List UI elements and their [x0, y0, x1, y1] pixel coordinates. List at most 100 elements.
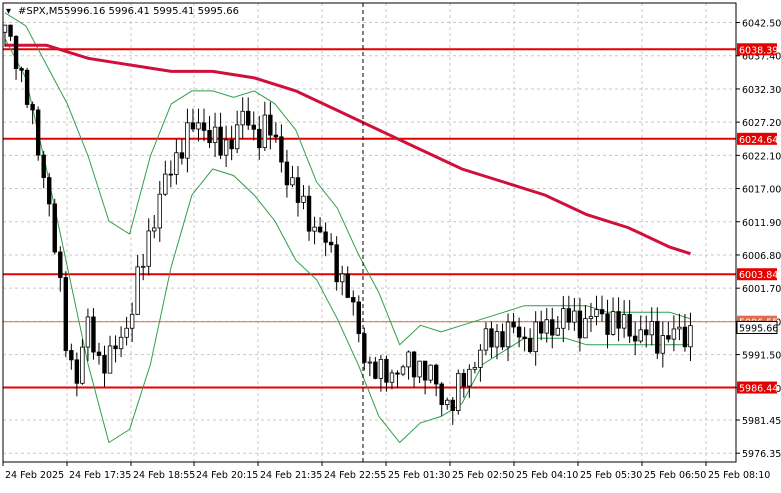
time-tick-label: 25 Feb 05:30	[580, 470, 642, 481]
level-tag-label: 6003.84	[739, 270, 778, 281]
candle-body	[107, 345, 113, 374]
price-tick-label: 5991.50	[742, 351, 781, 362]
candle-body	[306, 195, 312, 232]
chart-header: ▾ #SPX,M5 5996.16 5996.41 5995.41 5995.6…	[6, 6, 239, 17]
candle-body	[301, 195, 306, 203]
candle-body	[433, 364, 439, 385]
candles	[2, 24, 693, 425]
candle-body	[428, 364, 433, 381]
price-tick-label: 6027.20	[742, 118, 781, 129]
candle-body	[63, 277, 69, 351]
candle-body	[234, 124, 240, 150]
candle-body	[91, 316, 96, 353]
candle-body	[378, 358, 384, 379]
candle-body	[85, 316, 91, 348]
candle-body	[2, 24, 8, 33]
plot-frame	[2, 2, 737, 463]
candle-body	[218, 126, 223, 156]
candle-body	[190, 122, 196, 130]
candle-body	[649, 321, 654, 336]
candle-body	[516, 326, 522, 338]
candle-body	[367, 361, 373, 364]
candle-body	[196, 122, 201, 130]
candle-body	[135, 266, 140, 315]
candle-body	[660, 335, 666, 354]
candle-body	[273, 134, 279, 138]
candle-body	[251, 124, 256, 130]
price-labels: 6038.396024.646003.845986.445996.555995.…	[736, 43, 778, 395]
candle-body	[47, 177, 52, 205]
candle-body	[223, 139, 229, 156]
candle-body	[129, 313, 135, 329]
candle-body	[566, 308, 572, 323]
candle-body	[140, 265, 146, 268]
candle-body	[229, 139, 234, 150]
candle-body	[610, 311, 616, 335]
current-price-label: 5995.66	[739, 323, 778, 334]
time-tick-label: 25 Feb 08:10	[708, 470, 770, 481]
candle-body	[168, 173, 174, 176]
candle-body	[411, 351, 417, 378]
candle-body	[334, 244, 339, 283]
candle-body	[19, 68, 24, 71]
collapse-arrow-icon[interactable]: ▾	[6, 6, 11, 17]
price-tick-label: 5981.45	[742, 416, 781, 427]
candle-body	[644, 329, 649, 336]
candle-body	[422, 360, 428, 381]
candle-body	[395, 372, 400, 375]
price-tick-label: 5976.35	[742, 449, 781, 460]
time-tick-label: 25 Feb 06:50	[644, 470, 706, 481]
candle-body	[207, 129, 212, 144]
time-tick-label: 25 Feb 04:10	[516, 470, 578, 481]
candle-body	[201, 122, 207, 131]
upper-band	[4, 12, 691, 346]
candle-body	[572, 310, 577, 323]
candle-body	[621, 314, 627, 329]
candle-body	[533, 321, 538, 353]
candle-body	[24, 69, 30, 105]
candle-body	[583, 318, 588, 339]
candle-body	[351, 297, 356, 303]
time-tick-label: 24 Feb 2025	[5, 470, 64, 481]
candle-body	[185, 122, 190, 159]
candle-body	[555, 327, 560, 336]
price-tick-label: 6006.80	[742, 251, 781, 262]
lower-band	[4, 38, 691, 444]
candle-body	[616, 311, 621, 329]
candle-body	[246, 110, 251, 126]
candle-body	[456, 373, 461, 411]
candle-body	[69, 350, 74, 361]
candle-body	[146, 230, 151, 267]
level-tag-label: 6038.39	[739, 45, 778, 56]
symbol-label: #SPX,M5	[18, 6, 64, 17]
candle-body	[257, 128, 262, 149]
candle-body	[152, 227, 157, 232]
candle-body	[323, 231, 328, 243]
candle-body	[605, 313, 610, 335]
candle-body	[527, 338, 533, 353]
candle-body	[356, 301, 361, 335]
candle-body	[682, 326, 688, 348]
time-tick-label: 24 Feb 22:55	[324, 470, 386, 481]
candle-body	[35, 109, 41, 156]
candle-body	[13, 35, 19, 69]
candle-body	[157, 193, 162, 229]
candle-body	[8, 24, 13, 37]
candle-body	[522, 336, 527, 340]
price-tick-label: 6011.90	[742, 218, 781, 229]
candle-body	[417, 360, 422, 378]
candle-body	[389, 372, 395, 383]
moving-average	[5, 43, 691, 256]
candle-body	[340, 273, 345, 283]
ma-line	[5, 43, 691, 256]
candle-body	[58, 251, 63, 278]
candle-body	[505, 321, 511, 348]
time-tick-label: 25 Feb 02:50	[452, 470, 514, 481]
candle-body	[577, 310, 583, 339]
candle-body	[118, 336, 124, 350]
candle-body	[461, 373, 467, 387]
candle-body	[312, 226, 317, 232]
